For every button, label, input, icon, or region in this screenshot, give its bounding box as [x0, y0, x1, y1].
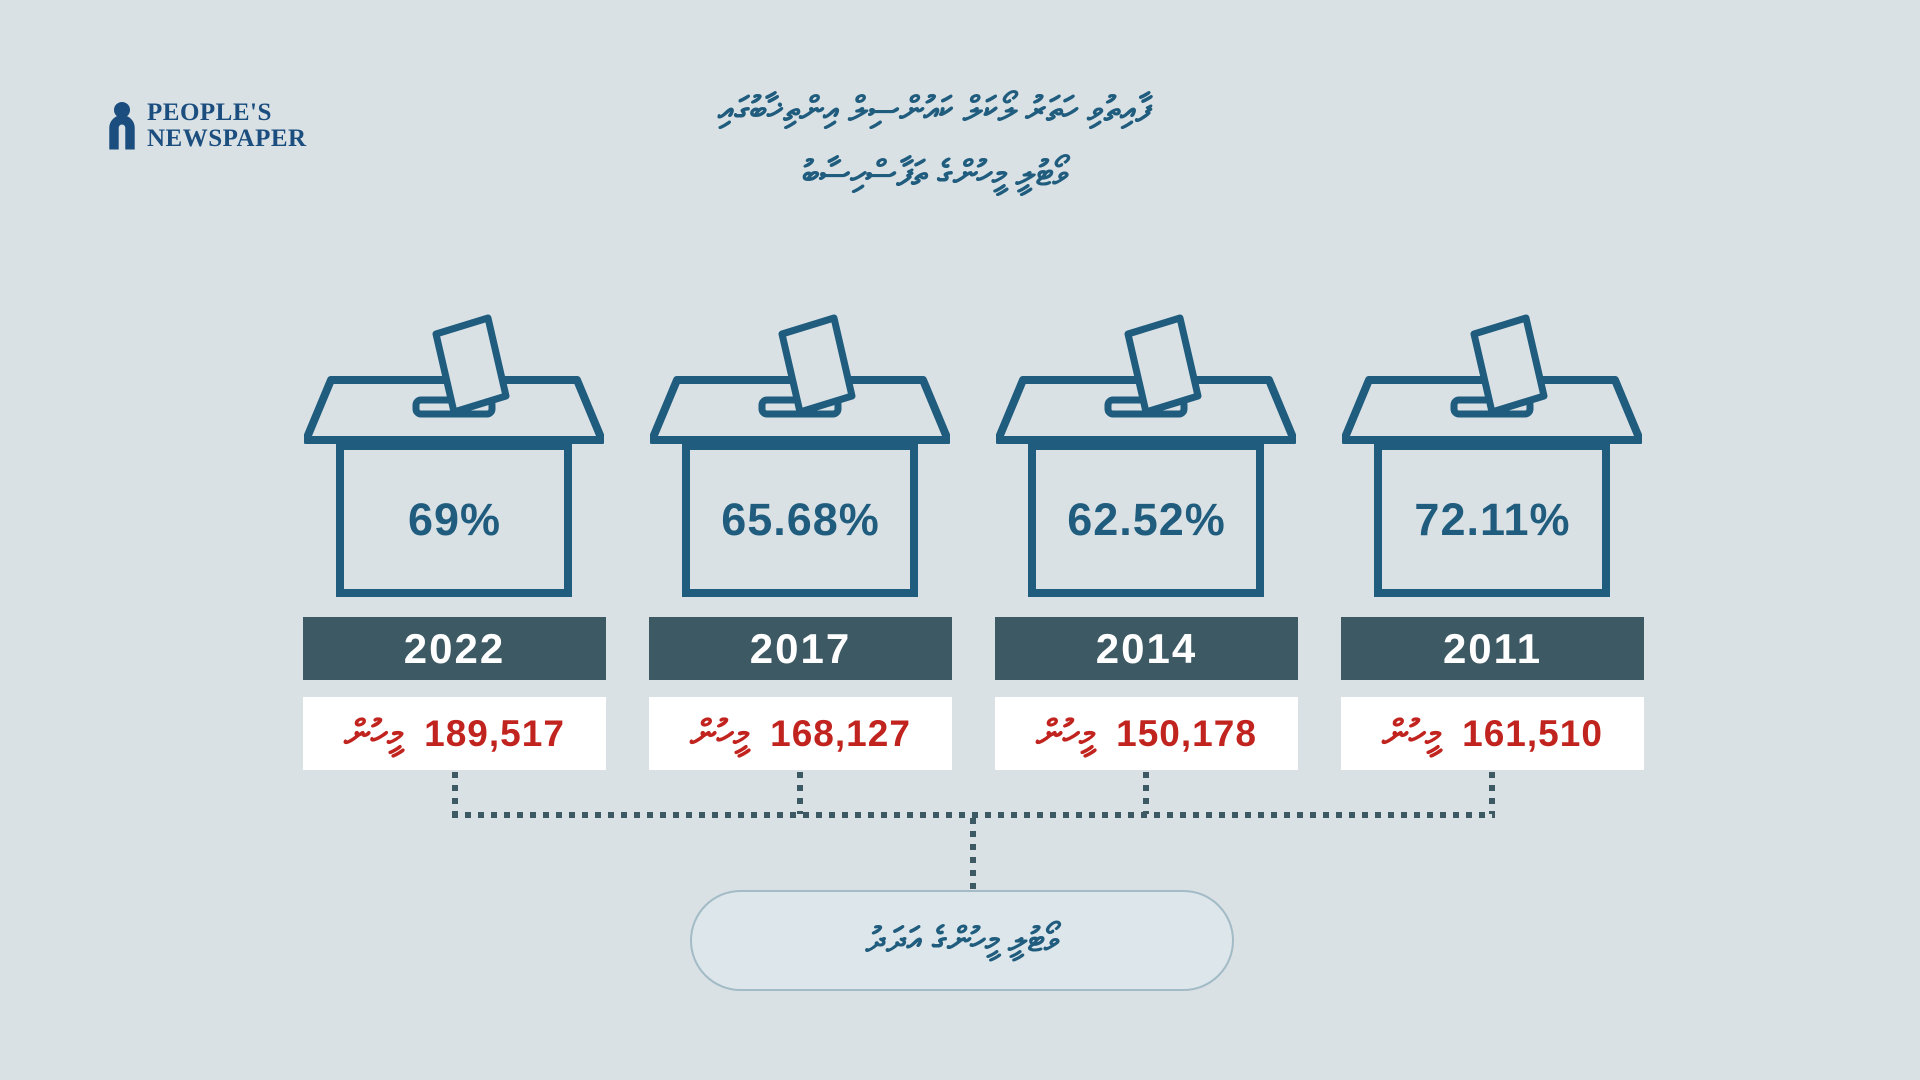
- voter-count: 161,510 މީހުން: [1341, 697, 1644, 770]
- turnout-percentage: 72.11%: [1414, 494, 1571, 545]
- title-line1: ފާއިތުވި ހަތަރު ލޯކަލް ކައުންސިލް އިންތި…: [717, 90, 1152, 129]
- voter-count-unit: މީހުން: [1036, 713, 1094, 754]
- year-column-2014: 62.52% 2014 150,178 މީހުން: [995, 0, 1298, 1080]
- voter-count: 168,127 މީހުން: [649, 697, 952, 770]
- legend-label: ވޯޓުލީ މީހުންގެ އަދަދު: [865, 921, 1059, 959]
- year-column-2017: 65.68% 2017 168,127 މީހުން: [649, 0, 952, 1080]
- voter-count-unit: މީހުން: [1382, 713, 1440, 754]
- title-line2: ވޯޓުލީ މީހުންގެ ތަފާސްހިސާބު: [802, 154, 1068, 193]
- voter-count: 150,178 މީހުން: [995, 697, 1298, 770]
- turnout-percentage: 65.68%: [721, 494, 880, 545]
- page-title: ފާއިތުވި ހަތަރު ލޯކަލް ކައުންސިލް އިންތި…: [485, 78, 1385, 206]
- newspaper-logo: PEOPLE'S NEWSPAPER: [106, 100, 307, 152]
- logo-line1: PEOPLE'S: [147, 99, 272, 126]
- turnout-percentage: 69%: [407, 494, 502, 545]
- voter-count-value: 150,178: [1116, 713, 1257, 754]
- year-label: 2011: [1341, 617, 1644, 680]
- year-label: 2014: [995, 617, 1298, 680]
- voter-count: 189,517 މީހުން: [303, 697, 606, 770]
- year-label: 2022: [303, 617, 606, 680]
- turnout-percentage: 62.52%: [1067, 494, 1226, 545]
- connector-dotted-line: [797, 772, 803, 814]
- legend-pill: ވޯޓުލީ މީހުންގެ އަދަދު: [690, 890, 1234, 991]
- connector-dotted-line: [1143, 772, 1149, 814]
- voter-count-unit: މީހުން: [344, 713, 402, 754]
- ballot-body: [682, 442, 918, 597]
- ballot-paper: [778, 314, 856, 416]
- ballot-box-icon: [650, 314, 950, 597]
- year-column-2011: 72.11% 2011 161,510 މީހުން: [1341, 0, 1644, 1080]
- person-icon: [109, 101, 135, 150]
- ballot-body: [1028, 442, 1264, 597]
- voter-count-value: 189,517: [424, 713, 565, 754]
- connector-dotted-line: [452, 812, 1495, 818]
- voter-count-unit: މީހުން: [690, 713, 748, 754]
- year-label: 2017: [649, 617, 952, 680]
- ballot-body: [1374, 442, 1610, 597]
- connector-dotted-line: [1489, 772, 1495, 814]
- logo-text: PEOPLE'S NEWSPAPER: [147, 100, 307, 152]
- ballot-body: [336, 442, 572, 597]
- voter-count-value: 161,510: [1462, 713, 1603, 754]
- logo-line2: NEWSPAPER: [147, 125, 307, 152]
- ballot-paper: [432, 314, 510, 416]
- voter-count-value: 168,127: [770, 713, 911, 754]
- ballot-box-icon: [1342, 314, 1642, 597]
- ballot-paper: [1124, 314, 1202, 416]
- year-column-2022: 69% 2022 189,517 މީހުން: [303, 0, 606, 1080]
- ballot-box-icon: [996, 314, 1296, 597]
- connector-dotted-line: [970, 818, 976, 892]
- connector-dotted-line: [452, 772, 458, 814]
- ballot-paper: [1470, 314, 1548, 416]
- ballot-box-icon: [304, 314, 604, 597]
